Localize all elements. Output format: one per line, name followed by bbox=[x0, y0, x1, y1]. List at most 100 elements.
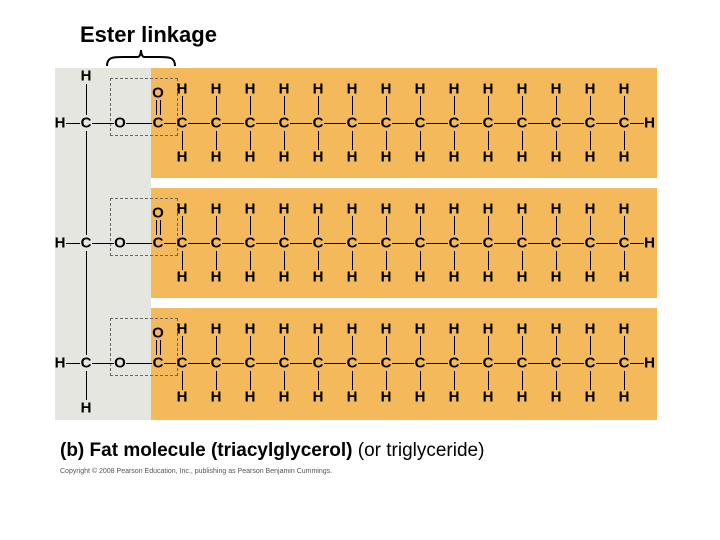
bond bbox=[386, 216, 387, 235]
bond bbox=[522, 131, 523, 150]
bond bbox=[488, 251, 489, 270]
bond bbox=[522, 336, 523, 355]
chain0-Hbot-10: H bbox=[517, 150, 528, 165]
chain2-Htop-7: H bbox=[415, 322, 426, 337]
bond bbox=[324, 243, 346, 244]
bond bbox=[358, 123, 380, 124]
bond bbox=[630, 243, 644, 244]
chain1-C-10: C bbox=[517, 236, 528, 251]
chain0-C-4: C bbox=[313, 116, 324, 131]
bond bbox=[352, 96, 353, 115]
carbonyl-O-0: O bbox=[152, 86, 164, 101]
bond bbox=[318, 251, 319, 270]
bond bbox=[86, 251, 87, 355]
bond bbox=[318, 216, 319, 235]
chain2-C-7: C bbox=[415, 356, 426, 371]
chain2-Hbot-8: H bbox=[449, 390, 460, 405]
bond bbox=[164, 363, 176, 364]
bond bbox=[352, 251, 353, 270]
chain1-Htop-13: H bbox=[619, 202, 630, 217]
chain2-Htop-6: H bbox=[381, 322, 392, 337]
chain1-Htop-6: H bbox=[381, 202, 392, 217]
ester-bracket bbox=[105, 48, 177, 66]
chain0-Htop-10: H bbox=[517, 82, 528, 97]
bond bbox=[596, 123, 618, 124]
chain1-Htop-2: H bbox=[245, 202, 256, 217]
bond bbox=[318, 96, 319, 115]
chain2-C-12: C bbox=[585, 356, 596, 371]
glycerol-bottom-H: H bbox=[81, 401, 92, 416]
chain2-Htop-2: H bbox=[245, 322, 256, 337]
bond bbox=[352, 131, 353, 150]
bond bbox=[250, 96, 251, 115]
chain2-Htop-12: H bbox=[585, 322, 596, 337]
bond bbox=[156, 340, 157, 355]
chain1-Hbot-11: H bbox=[551, 270, 562, 285]
chain1-C-8: C bbox=[449, 236, 460, 251]
bond bbox=[454, 96, 455, 115]
chain0-Hbot-6: H bbox=[381, 150, 392, 165]
bond bbox=[454, 251, 455, 270]
bond bbox=[222, 363, 244, 364]
chain0-C-11: C bbox=[551, 116, 562, 131]
bond bbox=[494, 243, 516, 244]
bond bbox=[284, 96, 285, 115]
chain1-C-1: C bbox=[211, 236, 222, 251]
bond bbox=[160, 220, 161, 235]
bond bbox=[420, 336, 421, 355]
bond bbox=[290, 123, 312, 124]
bond bbox=[488, 131, 489, 150]
chain1-Hbot-0: H bbox=[177, 270, 188, 285]
chain2-Htop-5: H bbox=[347, 322, 358, 337]
bond bbox=[188, 363, 210, 364]
chain2-Hbot-0: H bbox=[177, 390, 188, 405]
bond bbox=[522, 371, 523, 390]
bond bbox=[454, 336, 455, 355]
bond bbox=[454, 131, 455, 150]
bond bbox=[92, 243, 114, 244]
chain0-C-6: C bbox=[381, 116, 392, 131]
chain2-Htop-3: H bbox=[279, 322, 290, 337]
bond bbox=[562, 243, 584, 244]
chain1-C-7: C bbox=[415, 236, 426, 251]
chain1-Hbot-12: H bbox=[585, 270, 596, 285]
glycerol-C-2: C bbox=[81, 356, 92, 371]
chain0-Htop-11: H bbox=[551, 82, 562, 97]
chain2-C-3: C bbox=[279, 356, 290, 371]
chain1-Hbot-6: H bbox=[381, 270, 392, 285]
chain1-Hbot-5: H bbox=[347, 270, 358, 285]
chain1-Htop-11: H bbox=[551, 202, 562, 217]
chain2-C-13: C bbox=[619, 356, 630, 371]
bond bbox=[250, 371, 251, 390]
chain2-Hbot-9: H bbox=[483, 390, 494, 405]
chain0-Hbot-8: H bbox=[449, 150, 460, 165]
bond bbox=[420, 216, 421, 235]
bond bbox=[494, 123, 516, 124]
bond bbox=[156, 220, 157, 235]
chain2-terminal-H: H bbox=[644, 356, 655, 371]
chain1-C-0: C bbox=[177, 236, 188, 251]
bond bbox=[182, 371, 183, 390]
chain0-Htop-12: H bbox=[585, 82, 596, 97]
chain0-Hbot-1: H bbox=[211, 150, 222, 165]
chain0-C-8: C bbox=[449, 116, 460, 131]
carbonyl-O-1: O bbox=[152, 206, 164, 221]
chain2-C-1: C bbox=[211, 356, 222, 371]
chain1-terminal-H: H bbox=[644, 236, 655, 251]
chain0-Hbot-13: H bbox=[619, 150, 630, 165]
carbonyl-C-0: C bbox=[153, 116, 164, 131]
ester-O-2: O bbox=[114, 356, 126, 371]
bond bbox=[420, 131, 421, 150]
bond bbox=[216, 216, 217, 235]
chain2-Htop-8: H bbox=[449, 322, 460, 337]
chain0-C-9: C bbox=[483, 116, 494, 131]
bond bbox=[324, 123, 346, 124]
bond bbox=[460, 243, 482, 244]
bond bbox=[324, 363, 346, 364]
bond bbox=[160, 100, 161, 115]
bond bbox=[222, 123, 244, 124]
bond bbox=[318, 131, 319, 150]
bond bbox=[630, 123, 644, 124]
bond bbox=[126, 123, 152, 124]
bond bbox=[256, 123, 278, 124]
